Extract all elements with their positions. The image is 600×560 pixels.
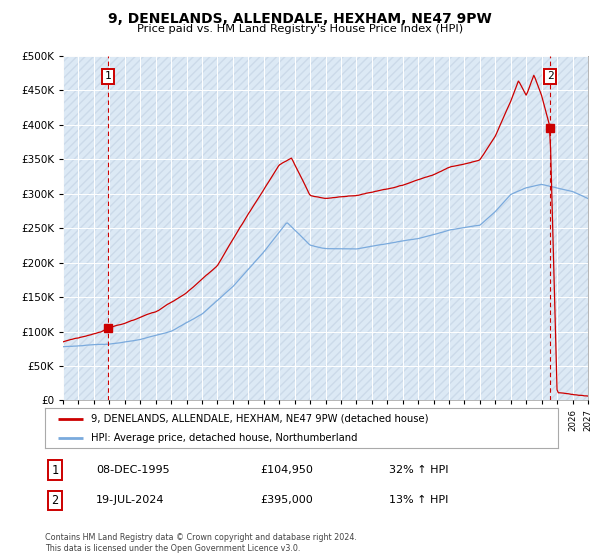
Text: 9, DENELANDS, ALLENDALE, HEXHAM, NE47 9PW: 9, DENELANDS, ALLENDALE, HEXHAM, NE47 9P… <box>108 12 492 26</box>
Text: 9, DENELANDS, ALLENDALE, HEXHAM, NE47 9PW (detached house): 9, DENELANDS, ALLENDALE, HEXHAM, NE47 9P… <box>91 414 428 424</box>
Text: 1: 1 <box>51 464 58 477</box>
Text: 19-JUL-2024: 19-JUL-2024 <box>97 496 165 506</box>
Bar <box>63 56 588 400</box>
Text: 32% ↑ HPI: 32% ↑ HPI <box>389 465 448 475</box>
Text: 1: 1 <box>105 72 112 82</box>
Text: HPI: Average price, detached house, Northumberland: HPI: Average price, detached house, Nort… <box>91 432 358 442</box>
Text: £104,950: £104,950 <box>260 465 313 475</box>
Text: 08-DEC-1995: 08-DEC-1995 <box>97 465 170 475</box>
Text: 2: 2 <box>547 72 553 82</box>
Text: Price paid vs. HM Land Registry's House Price Index (HPI): Price paid vs. HM Land Registry's House … <box>137 24 463 34</box>
Bar <box>63 56 588 400</box>
Text: 13% ↑ HPI: 13% ↑ HPI <box>389 496 448 506</box>
Text: Contains HM Land Registry data © Crown copyright and database right 2024.
This d: Contains HM Land Registry data © Crown c… <box>45 533 357 553</box>
Text: 2: 2 <box>51 494 58 507</box>
Text: £395,000: £395,000 <box>260 496 313 506</box>
